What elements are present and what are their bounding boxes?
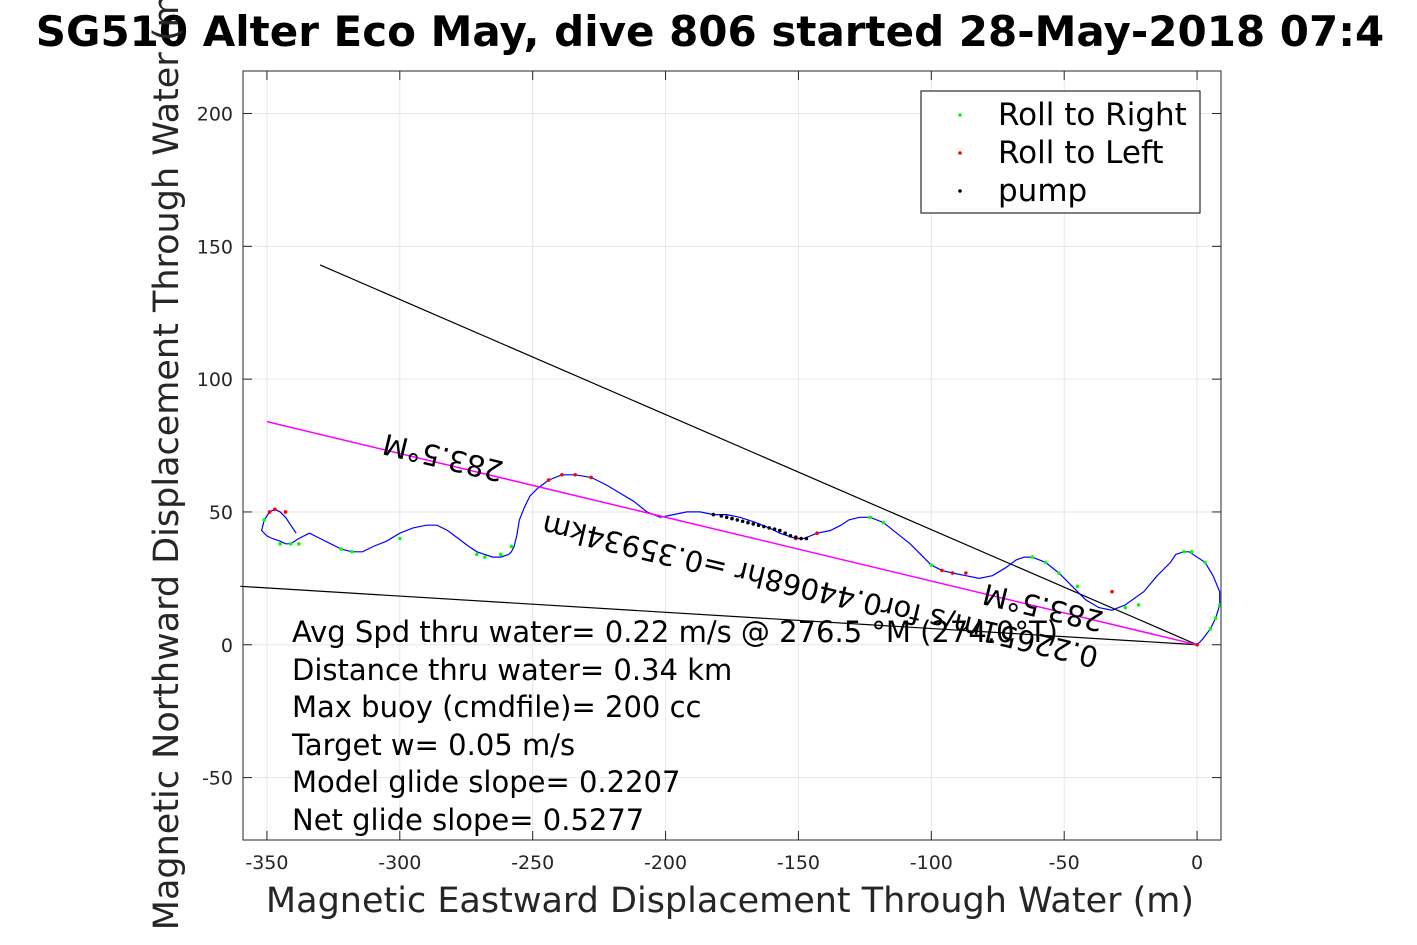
pump-point bbox=[788, 534, 793, 538]
roll-left-point bbox=[1110, 589, 1114, 594]
roll-right-point bbox=[509, 544, 514, 549]
annotation-max-buoy: Max buoy (cmdfile)= 200 cc bbox=[292, 690, 701, 724]
pump-point bbox=[756, 523, 761, 528]
roll-right-point bbox=[278, 542, 283, 546]
roll-right-point bbox=[1057, 571, 1061, 575]
pump-point bbox=[711, 512, 716, 517]
chart-title: SG510 Alter Eco May, dive 806 started 28… bbox=[36, 7, 1385, 56]
glider-track-line bbox=[260, 474, 1221, 646]
x-tick-label: -300 bbox=[378, 852, 421, 874]
legend-marker-roll-right bbox=[958, 113, 962, 117]
y-tick-label: 50 bbox=[209, 502, 233, 524]
roll-right-point bbox=[1030, 555, 1035, 559]
roll-right-point bbox=[1075, 584, 1080, 589]
x-tick-label: -200 bbox=[644, 852, 687, 874]
roll-left-point bbox=[940, 568, 944, 573]
roll-right-point bbox=[483, 555, 487, 559]
roll-right-point bbox=[1213, 616, 1218, 620]
x-tick-label: -100 bbox=[910, 852, 953, 874]
axes-box bbox=[242, 70, 1222, 841]
roll-right-point bbox=[1189, 549, 1194, 554]
roll-left-point bbox=[950, 571, 955, 575]
roll-left-point bbox=[267, 510, 272, 514]
pump-point bbox=[767, 526, 772, 530]
x-tick-label: -50 bbox=[1049, 852, 1080, 874]
series-layer bbox=[260, 420, 1221, 646]
pump-point bbox=[735, 518, 740, 522]
roll-right-point bbox=[929, 563, 934, 567]
reference-lines bbox=[240, 264, 1198, 646]
roll-right-point bbox=[1208, 627, 1213, 631]
legend-marker-pump bbox=[958, 189, 962, 193]
roll-right-point bbox=[1043, 560, 1048, 565]
x-tick-label: -250 bbox=[511, 852, 554, 874]
x-tick-label: -350 bbox=[245, 852, 288, 874]
reference-line bbox=[240, 585, 1198, 646]
pump-point bbox=[751, 522, 756, 526]
roll-left-point bbox=[1195, 642, 1199, 647]
pump-point bbox=[793, 535, 798, 539]
roll-left-point bbox=[273, 507, 277, 512]
roll-left-point bbox=[546, 478, 551, 482]
roll-left-point bbox=[964, 571, 968, 575]
pump-point bbox=[746, 520, 750, 525]
roll-left-point bbox=[573, 472, 578, 477]
pump-point bbox=[730, 516, 734, 521]
pump-point bbox=[783, 531, 787, 535]
roll-right-point bbox=[397, 536, 402, 541]
pump-point bbox=[804, 536, 809, 541]
y-tick-label: 0 bbox=[221, 635, 233, 657]
pump-point bbox=[724, 515, 729, 520]
roll-right-point bbox=[1203, 560, 1207, 565]
legend-label-roll-right: Roll to Right bbox=[998, 97, 1187, 133]
roll-left-point bbox=[560, 472, 564, 477]
x-tick-label: 0 bbox=[1191, 852, 1203, 874]
roll-left-point bbox=[283, 510, 288, 514]
roll-right-point bbox=[1136, 603, 1141, 607]
y-axis-label: Magnetic Northward Displacement Through … bbox=[147, 0, 187, 930]
x-axis-label: Magnetic Eastward Displacement Through W… bbox=[266, 881, 1194, 921]
pump-point bbox=[719, 514, 724, 518]
legend: Roll to Right Roll to Left pump bbox=[920, 90, 1201, 214]
annotation-block: Avg Spd thru water= 0.22 m/s @ 276.5 °M … bbox=[291, 615, 1058, 837]
legend-label-pump: pump bbox=[998, 173, 1087, 209]
pump-point bbox=[799, 536, 803, 541]
legend-box bbox=[920, 90, 1201, 214]
roll-right-point bbox=[1181, 549, 1186, 554]
reference-line bbox=[319, 264, 1198, 646]
y-tick-label: 200 bbox=[197, 104, 233, 126]
roll-right-point bbox=[881, 520, 886, 525]
pump-point bbox=[778, 528, 782, 533]
annotation-model-glide: Model glide slope= 0.2207 bbox=[292, 765, 680, 799]
pump-point bbox=[740, 519, 745, 524]
roll-right-point bbox=[289, 542, 293, 546]
roll-left-point bbox=[589, 475, 593, 480]
roll-right-point bbox=[498, 552, 503, 557]
points-layer bbox=[262, 472, 1222, 647]
heading-line bbox=[266, 420, 1198, 646]
annotation-avg-speed: Avg Spd thru water= 0.22 m/s @ 276.5 °M … bbox=[292, 615, 1058, 649]
pump-point bbox=[762, 524, 766, 529]
pump-point bbox=[772, 527, 777, 532]
y-tick-label: 150 bbox=[197, 236, 233, 258]
roll-right-point bbox=[297, 542, 301, 546]
roll-right-point bbox=[1123, 605, 1128, 610]
roll-right-point bbox=[475, 552, 479, 557]
y-tick-label: 100 bbox=[197, 369, 233, 391]
axis-ticks: -350 -300 -250 -200 -150 -100 -50 0 -50 0 50 100 150… bbox=[197, 71, 1221, 874]
roll-right-point bbox=[262, 518, 267, 522]
roll-left-point bbox=[815, 531, 819, 535]
annotation-net-glide: Net glide slope= 0.5277 bbox=[292, 803, 644, 837]
annotation-distance: Distance thru water= 0.34 km bbox=[292, 653, 732, 687]
legend-marker-roll-left bbox=[958, 151, 962, 155]
roll-right-point bbox=[868, 515, 872, 520]
y-tick-label: -50 bbox=[202, 768, 233, 790]
roll-right-point bbox=[350, 549, 354, 554]
legend-label-roll-left: Roll to Left bbox=[998, 135, 1164, 171]
annotation-target-w: Target w= 0.05 m/s bbox=[291, 728, 575, 762]
roll-right-point bbox=[339, 547, 344, 551]
x-tick-label: -150 bbox=[777, 852, 820, 874]
